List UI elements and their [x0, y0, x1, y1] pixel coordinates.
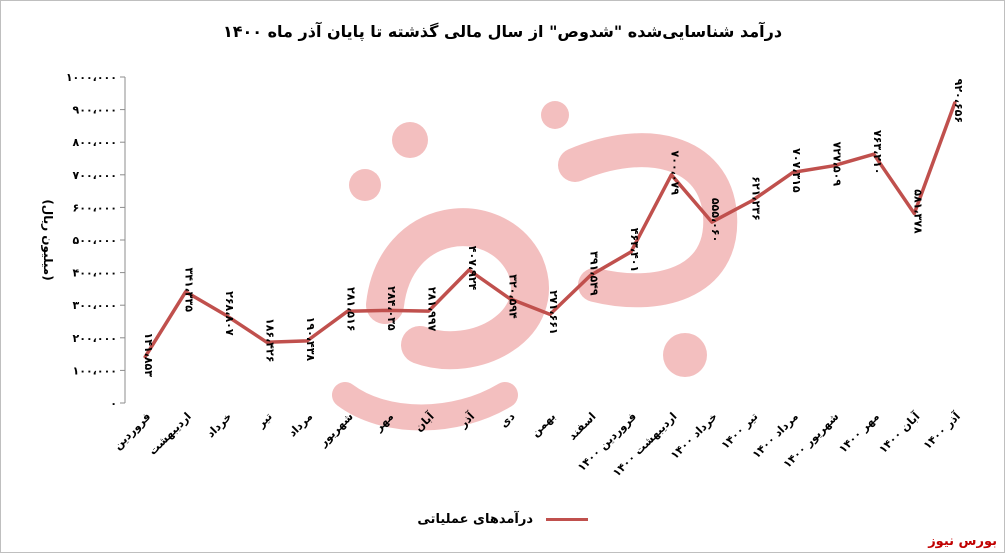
y-tick-label: ۳۰۰،۰۰۰ — [73, 299, 117, 312]
y-tick-label: ۱۰۰۰،۰۰۰ — [66, 71, 117, 84]
x-category-label: اردیبهشت — [146, 410, 194, 458]
data-label: ۳۴۱،۳۳۵ — [183, 267, 196, 312]
data-label: ۲۶۸،۸۰۷ — [223, 291, 236, 336]
data-label: ۶۲۱،۲۳۶ — [749, 176, 762, 220]
watermark-logo — [332, 101, 738, 431]
x-category-label: اسفند — [566, 410, 599, 443]
data-label: ۳۲۰،۵۹۴ — [507, 274, 520, 319]
x-category-label: تیر ۱۴۰۰ — [719, 410, 761, 452]
legend-label: درآمدهای عملیاتی — [417, 512, 534, 527]
series-line — [143, 101, 957, 359]
x-category-label: بهمن — [529, 410, 558, 439]
x-category-label: آذر — [455, 409, 477, 431]
x-category-label: مهر — [372, 410, 397, 435]
data-label: ۳۹۱،۵۴۹ — [587, 251, 600, 296]
data-label: ۱۴۱،۸۵۳ — [142, 333, 155, 378]
y-tick-label: ۲۰۰،۰۰۰ — [73, 332, 117, 345]
x-category-label: فروردین — [111, 410, 153, 452]
y-tick-label: ۷۰۰،۰۰۰ — [73, 169, 117, 182]
data-label: ۷۲۷،۵۰۹ — [830, 142, 843, 187]
data-label: ۱۹۰،۴۳۸ — [304, 317, 317, 362]
x-category-label: مهر ۱۴۰۰ — [836, 410, 882, 456]
x-category-label: دی — [497, 410, 518, 431]
y-tick-label: ۵۰۰،۰۰۰ — [73, 234, 117, 247]
x-category-label: مرداد — [286, 410, 315, 439]
x-category-label: شهریور — [316, 410, 356, 450]
axis-layer: ۰ ۱۰۰،۰۰۰ ۲۰۰،۰۰۰ ۳۰۰،۰۰۰ ۴۰۰،۰۰۰ ۵۰۰،۰۰۰ ۶۰۰،… — [40, 71, 963, 479]
y-axis-title: (میلیون ریال) — [40, 199, 55, 280]
series-layer — [143, 101, 957, 359]
y-tick-label: ۸۰۰،۰۰۰ — [73, 136, 117, 149]
x-category-label: آبان — [412, 409, 437, 434]
data-label: ۵۵۵،۰۶۰ — [709, 198, 722, 242]
data-label: ۵۸۱،۳۷۸ — [911, 189, 924, 234]
data-label: ۴۰۷،۹۲۴ — [466, 246, 479, 291]
x-category-label: تیر — [254, 410, 275, 431]
data-label: ۲۸۱،۹۹۷ — [426, 287, 439, 332]
data-label-layer: ۱۴۱،۸۵۳ ۳۴۱،۳۳۵ ۲۶۸،۸۰۷ ۱۸۶،۴۲۶ ۱۹۰،۴۳۸ ۲۸۱،۵… — [142, 79, 965, 378]
x-category-label: خرداد — [204, 410, 234, 440]
legend-swatch — [545, 518, 588, 521]
data-label: ۴۶۳،۴۰۱ — [628, 228, 641, 272]
data-label: ۷۶۳،۲۱۰ — [871, 130, 884, 174]
y-tick-label: ۹۰۰،۰۰۰ — [73, 104, 117, 117]
x-category-label: آذر ۱۴۰۰ — [920, 409, 963, 452]
data-label: ۱۸۶،۴۲۶ — [264, 318, 277, 362]
x-category-label: آبان ۱۴۰۰ — [876, 409, 923, 456]
data-label: ۷۰۷،۳۱۵ — [790, 148, 803, 193]
data-label: ۲۷۱،۶۶۱ — [547, 290, 560, 334]
data-label: ۲۸۱،۵۱۶ — [345, 287, 358, 331]
y-tick-label: ۴۰۰،۰۰۰ — [73, 267, 117, 280]
data-label: ۷۰۰،۰۷۹ — [668, 151, 681, 196]
y-tick-label: ۱۰۰،۰۰۰ — [73, 364, 117, 377]
brand-label: بورس نیوز — [928, 534, 997, 549]
chart-legend: درآمدهای عملیاتی — [0, 512, 1005, 527]
y-tick-label: ۶۰۰،۰۰۰ — [73, 201, 117, 214]
chart-title: درآمد شناسایی‌شده "شدوص" از سال مالی گذش… — [222, 22, 783, 41]
data-label: ۲۸۴،۰۳۵ — [385, 286, 398, 331]
data-label: ۹۲۰،۶۵۶ — [952, 79, 965, 123]
y-tick-label: ۰ — [110, 397, 117, 410]
